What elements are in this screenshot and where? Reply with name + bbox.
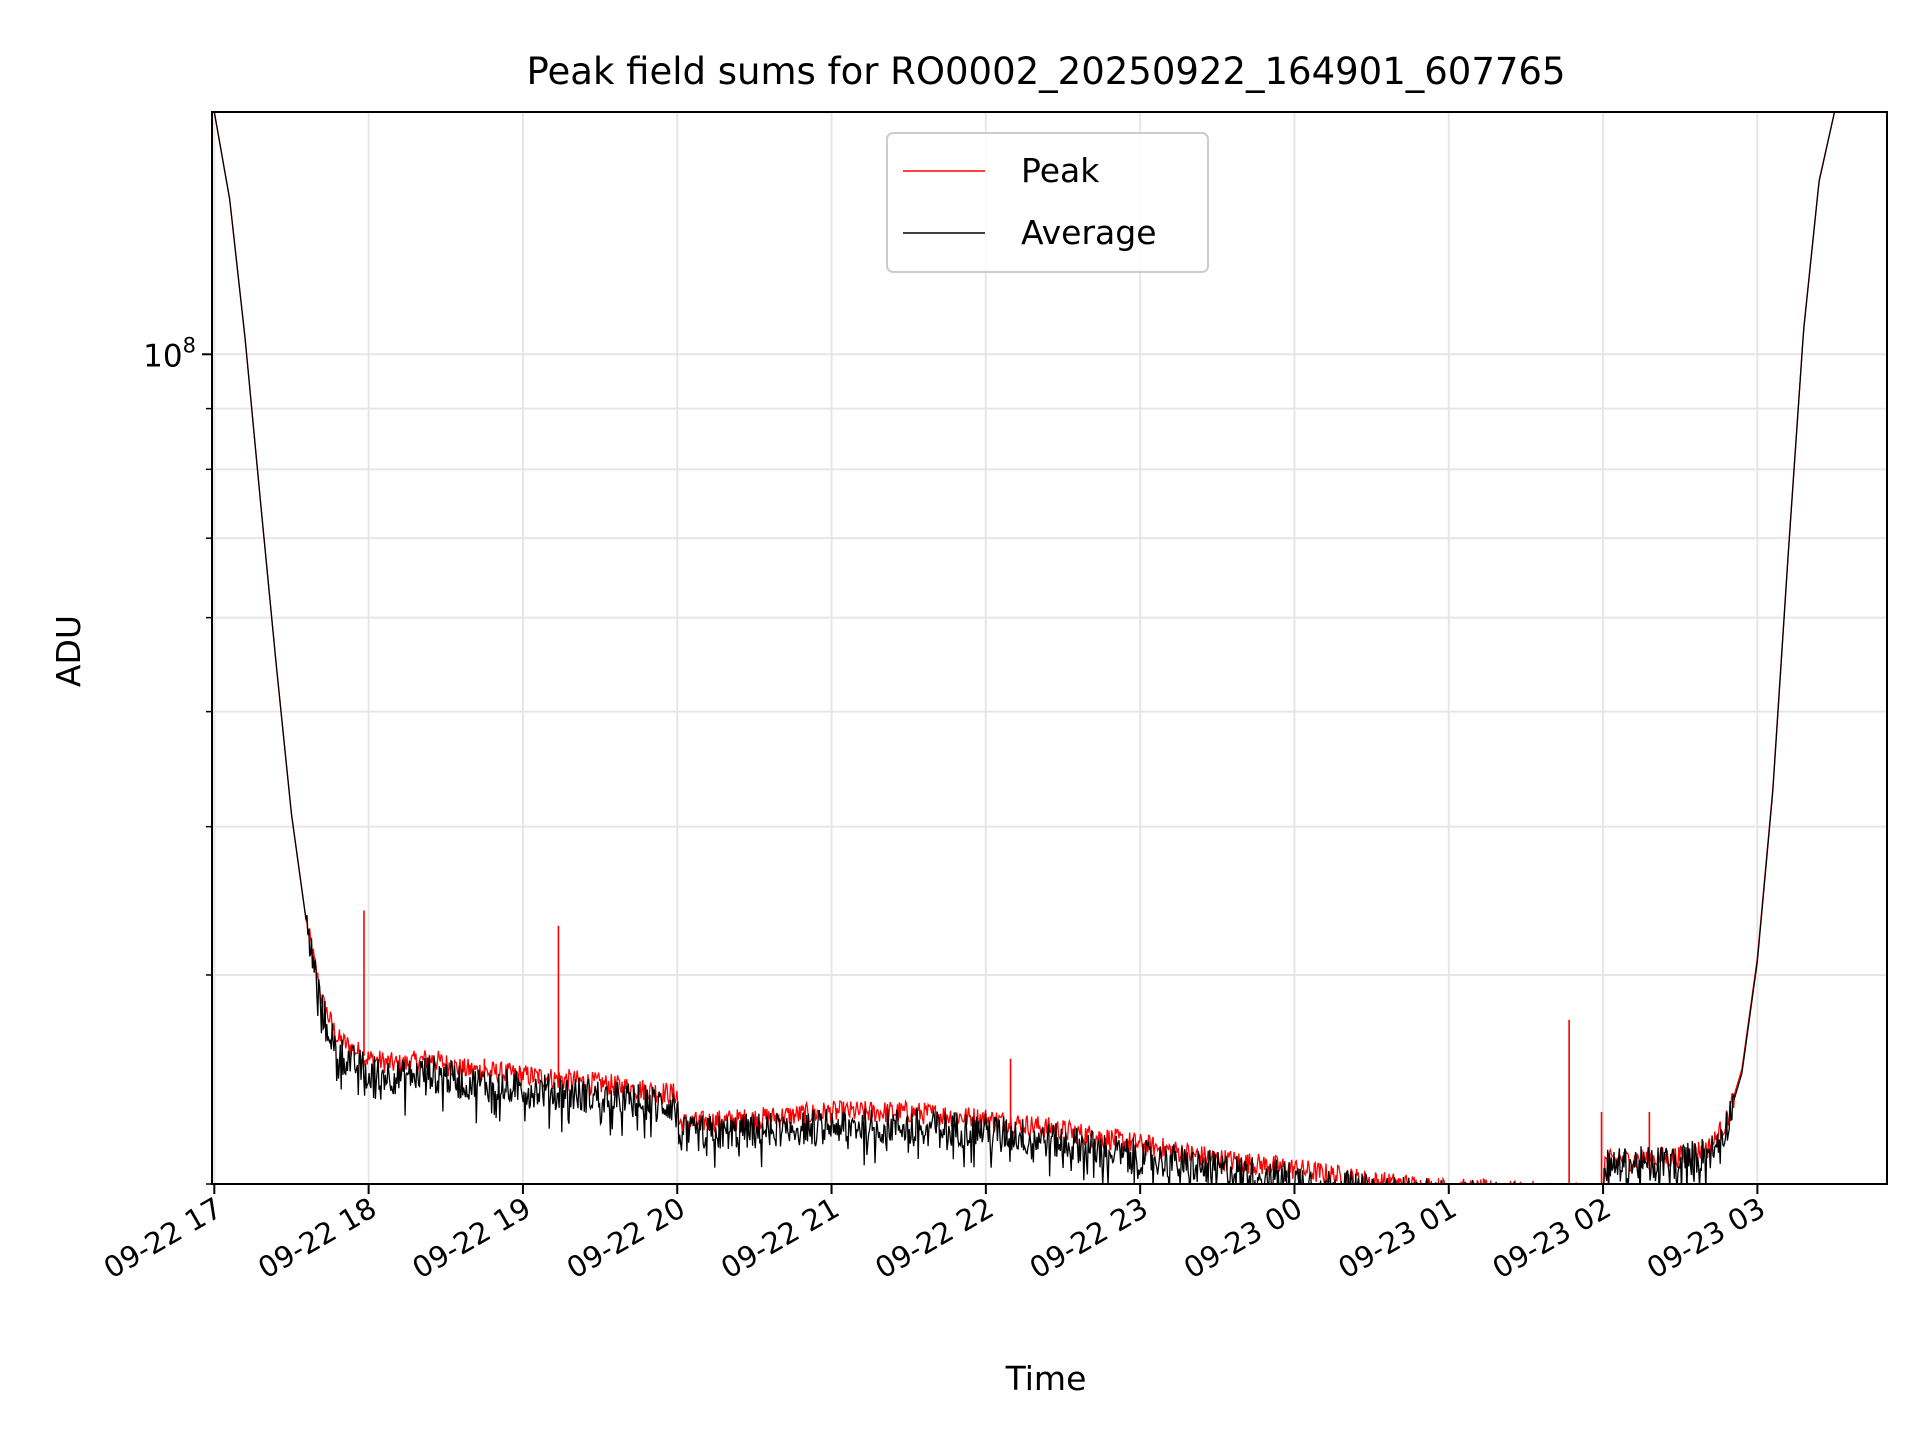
legend-box	[886, 132, 1209, 273]
plot-frame	[211, 111, 1888, 1185]
x-axis-label: Time	[1005, 1359, 1087, 1398]
grid	[212, 112, 1887, 1185]
chart-title: Peak field sums for RO0002_20250922_1649…	[527, 50, 1566, 93]
legend: Peak Average	[886, 132, 1209, 273]
legend-label-peak: Peak	[1021, 151, 1100, 190]
legend-label-average: Average	[1021, 213, 1157, 252]
series-line-average	[213, 112, 1836, 1184]
y-tick-label: 108	[143, 333, 196, 374]
y-axis-label: ADU	[49, 615, 88, 687]
